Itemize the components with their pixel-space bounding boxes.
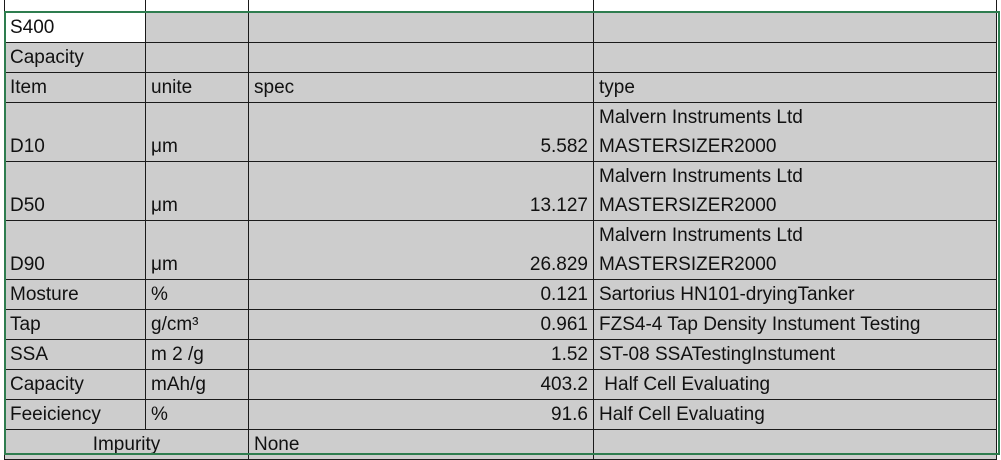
cell-item[interactable]: Feeiciency — [4, 399, 146, 430]
cell-item[interactable]: D10 — [4, 102, 146, 162]
cell-item[interactable]: Tap — [4, 309, 146, 340]
cell-type[interactable]: Half Cell Evaluating — [593, 399, 997, 430]
header-type[interactable]: type — [593, 72, 997, 103]
cell-type[interactable]: ST-08 SSATestingInstument — [593, 339, 997, 370]
cell-item[interactable]: D50 — [4, 161, 146, 221]
cell-item[interactable]: D90 — [4, 220, 146, 280]
cell-spec[interactable]: 5.582 — [248, 102, 594, 162]
cell-unite[interactable]: μm — [145, 220, 249, 280]
cell-empty[interactable] — [145, 12, 249, 43]
cell-spec[interactable]: 0.121 — [248, 279, 594, 310]
cell-above-3[interactable] — [248, 0, 594, 13]
cell-type[interactable]: Malvern Instruments Ltd MASTERSIZER2000 — [593, 161, 997, 221]
cell-unite[interactable]: m 2 /g — [145, 339, 249, 370]
cell-unite[interactable]: g/cm³ — [145, 309, 249, 340]
cell-item[interactable]: Capacity — [4, 369, 146, 400]
header-item[interactable]: Item — [4, 72, 146, 103]
cell-empty[interactable] — [145, 42, 249, 73]
cell-unite[interactable]: % — [145, 279, 249, 310]
cell-item[interactable]: Mosture — [4, 279, 146, 310]
cell-spec[interactable]: 26.829 — [248, 220, 594, 280]
cell-empty[interactable] — [593, 42, 997, 73]
type-line-2: MASTERSIZER2000 — [599, 136, 777, 157]
cell-impurity-label[interactable]: Impurity — [4, 429, 249, 460]
cell-above-4[interactable] — [593, 0, 997, 13]
cell-type[interactable]: FZS4-4 Tap Density Instument Testing — [593, 309, 997, 340]
cell-above-1[interactable] — [4, 0, 146, 13]
cell-unite[interactable]: % — [145, 399, 249, 430]
cell-type[interactable]: Sartorius HN101-dryingTanker — [593, 279, 997, 310]
cell-type[interactable]: Malvern Instruments Ltd MASTERSIZER2000 — [593, 102, 997, 162]
cell-empty[interactable] — [593, 12, 997, 43]
data-grid: S400 Capacity Item unite spec type D10 μ… — [4, 0, 997, 460]
type-line-2: MASTERSIZER2000 — [599, 195, 777, 216]
cell-title[interactable]: S400 — [4, 12, 146, 43]
cell-unite[interactable]: μm — [145, 102, 249, 162]
cell-empty[interactable] — [593, 429, 997, 460]
cell-spec[interactable]: 91.6 — [248, 399, 594, 430]
type-line-1: Malvern Instruments Ltd — [599, 107, 803, 128]
cell-impurity-value[interactable]: None — [248, 429, 594, 460]
cell-spec[interactable]: 13.127 — [248, 161, 594, 221]
cell-unite[interactable]: mAh/g — [145, 369, 249, 400]
cell-subtitle[interactable]: Capacity — [4, 42, 146, 73]
type-line-2: MASTERSIZER2000 — [599, 254, 777, 275]
cell-type[interactable]: Malvern Instruments Ltd MASTERSIZER2000 — [593, 220, 997, 280]
cell-spec[interactable]: 0.961 — [248, 309, 594, 340]
type-line-1: Malvern Instruments Ltd — [599, 166, 803, 187]
header-unite[interactable]: unite — [145, 72, 249, 103]
cell-unite[interactable]: μm — [145, 161, 249, 221]
header-spec[interactable]: spec — [248, 72, 594, 103]
cell-type[interactable]: Half Cell Evaluating — [593, 369, 997, 400]
type-line-1: Malvern Instruments Ltd — [599, 225, 803, 246]
cell-above-2[interactable] — [145, 0, 249, 13]
cell-empty[interactable] — [248, 42, 594, 73]
cell-spec[interactable]: 403.2 — [248, 369, 594, 400]
cell-empty[interactable] — [248, 12, 594, 43]
cell-item[interactable]: SSA — [4, 339, 146, 370]
cell-spec[interactable]: 1.52 — [248, 339, 594, 370]
